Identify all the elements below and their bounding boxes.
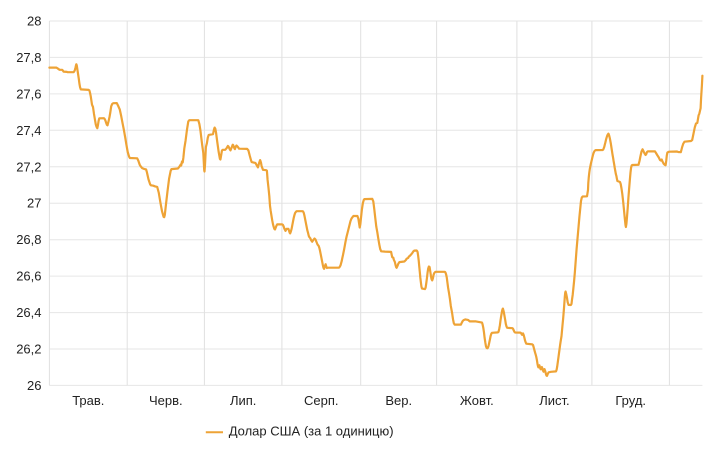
svg-text:Вер.: Вер. xyxy=(385,393,412,408)
svg-text:26: 26 xyxy=(27,378,41,393)
svg-text:27,4: 27,4 xyxy=(16,123,41,138)
svg-text:Трав.: Трав. xyxy=(72,393,104,408)
svg-text:Серп.: Серп. xyxy=(304,393,339,408)
svg-text:26,6: 26,6 xyxy=(16,269,41,284)
svg-text:Долар США (за 1 одиницю): Долар США (за 1 одиницю) xyxy=(229,424,394,439)
svg-text:Лист.: Лист. xyxy=(539,393,569,408)
svg-text:27,8: 27,8 xyxy=(16,50,41,65)
svg-text:26,2: 26,2 xyxy=(16,342,41,357)
svg-text:Груд.: Груд. xyxy=(615,393,646,408)
svg-text:27,6: 27,6 xyxy=(16,86,41,101)
svg-text:26,4: 26,4 xyxy=(16,305,41,320)
svg-text:27: 27 xyxy=(27,196,41,211)
svg-text:26,8: 26,8 xyxy=(16,232,41,247)
svg-text:Лип.: Лип. xyxy=(230,393,256,408)
svg-text:Черв.: Черв. xyxy=(149,393,183,408)
svg-text:Жовт.: Жовт. xyxy=(460,393,494,408)
svg-text:27,2: 27,2 xyxy=(16,159,41,174)
svg-text:28: 28 xyxy=(27,14,41,29)
